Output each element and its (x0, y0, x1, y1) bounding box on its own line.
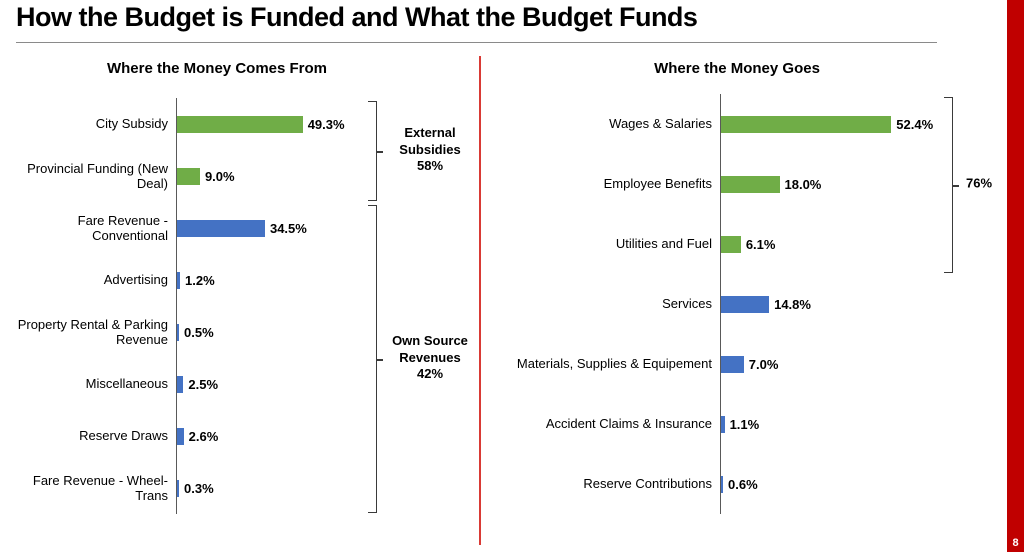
chart-title-sources: Where the Money Comes From (106, 60, 328, 77)
bar (721, 175, 780, 193)
bar-track: 7.0% (720, 334, 1006, 394)
category-label: Fare Revenue - Conventional (77, 212, 168, 243)
bar-track: 18.0% (720, 154, 1006, 214)
bar (177, 323, 179, 341)
bar (721, 355, 744, 373)
bar-rows-spending: Wages & Salaries 52.4% Employee Benefits 18… (482, 94, 1006, 514)
bar (721, 295, 770, 313)
bar-value-label: 9.0% (204, 168, 235, 184)
bar-track: 49.3% (176, 98, 478, 150)
bar-row: Advertising 1.2% (12, 254, 478, 306)
bar (177, 115, 303, 133)
bar (177, 271, 181, 289)
bar-row: Employee Benefits 18.0% (482, 154, 1006, 214)
bar-row: Miscellaneous 2.5% (12, 358, 478, 410)
bar-value-label: 0.3% (184, 480, 214, 496)
chart-where-money-goes: Where the Money Goes Wages & Salaries 52.… (482, 60, 1006, 544)
chart-title-spending: Where the Money Goes (654, 60, 820, 77)
category-label: Property Rental & Parking Revenue (17, 316, 168, 347)
category-label: Fare Revenue - Wheel-Trans (32, 472, 168, 503)
bar-row: Wages & Salaries 52.4% (482, 94, 1006, 154)
bar-value-label: 18.0% (784, 176, 822, 192)
bar-track: 0.3% (176, 462, 478, 514)
bar (721, 475, 723, 493)
chart-where-money-comes-from: Where the Money Comes From City Subsidy 4… (12, 60, 478, 544)
bar-track: 2.5% (176, 358, 478, 410)
bar-track: 34.5% (176, 202, 478, 254)
slide-title: How the Budget is Funded and What the Bu… (16, 2, 698, 32)
bar-track: 2.6% (176, 410, 478, 462)
bar (177, 427, 184, 445)
bar-value-label: 1.1% (729, 416, 760, 432)
bar-row: Accident Claims & Insurance 1.1% (482, 394, 1006, 454)
bar-row: Utilities and Fuel 6.1% (482, 214, 1006, 274)
category-label: Services (662, 296, 712, 312)
bar-row: Services 14.8% (482, 274, 1006, 334)
bar (177, 375, 184, 393)
bar-value-label: 14.8% (774, 296, 811, 312)
page-number: 8 (1012, 537, 1019, 549)
center-divider (479, 56, 481, 545)
bar-value-label: 1.2% (185, 272, 215, 288)
bar-value-label: 49.3% (307, 116, 345, 132)
bar-track: 1.1% (720, 394, 1006, 454)
bar-value-label: 0.5% (184, 324, 214, 340)
category-label: Provincial Funding (New Deal) (27, 160, 168, 191)
category-label: Materials, Supplies & Equipement (516, 356, 712, 372)
bar-track: 14.8% (720, 274, 1006, 334)
bar-row: Reserve Draws 2.6% (12, 410, 478, 462)
bar-value-label: 0.6% (728, 476, 758, 492)
bar (177, 167, 200, 185)
bar (177, 479, 179, 497)
category-label: Advertising (103, 272, 168, 288)
bar-track: 0.6% (720, 454, 1006, 514)
bar-rows-sources: City Subsidy 49.3% Provincial Funding (New… (12, 98, 478, 514)
bar-row: City Subsidy 49.3% (12, 98, 478, 150)
bar-value-label: 2.5% (188, 376, 219, 392)
bar-track: 6.1% (720, 214, 1006, 274)
category-label: Accident Claims & Insurance (545, 416, 712, 432)
bar-track: 52.4% (720, 94, 1006, 154)
bar-track: 0.5% (176, 306, 478, 358)
category-label: Wages & Salaries (609, 116, 712, 132)
bar (721, 415, 725, 433)
category-label: Utilities and Fuel (615, 236, 712, 252)
category-label: City Subsidy (95, 116, 168, 132)
bar-row: Provincial Funding (New Deal) 9.0% (12, 150, 478, 202)
accent-strip: 8 (1007, 0, 1024, 552)
bar-value-label: 7.0% (748, 356, 779, 372)
bar-track: 1.2% (176, 254, 478, 306)
bar (721, 115, 892, 133)
category-label: Reserve Draws (79, 428, 168, 444)
category-label: Reserve Contributions (583, 476, 712, 492)
bar-value-label: 34.5% (269, 220, 307, 236)
bar-row: Materials, Supplies & Equipement 7.0% (482, 334, 1006, 394)
bar-value-label: 2.6% (188, 428, 219, 444)
category-label: Employee Benefits (603, 176, 712, 192)
bar-row: Property Rental & Parking Revenue 0.5% (12, 306, 478, 358)
bar-track: 9.0% (176, 150, 478, 202)
category-label: Miscellaneous (85, 376, 168, 392)
bar-row: Reserve Contributions 0.6% (482, 454, 1006, 514)
bar (177, 219, 265, 237)
title-underline (16, 42, 937, 43)
bar-row: Fare Revenue - Wheel-Trans 0.3% (12, 462, 478, 514)
bar-value-label: 6.1% (745, 236, 776, 252)
bar-value-label: 52.4% (896, 116, 934, 132)
bar (721, 235, 741, 253)
bar-row: Fare Revenue - Conventional 34.5% (12, 202, 478, 254)
